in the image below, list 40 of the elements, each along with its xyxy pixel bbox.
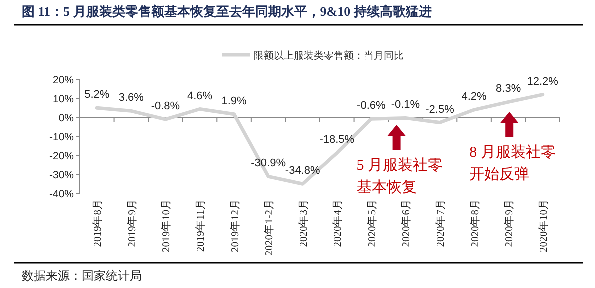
x-tick-label: 2019年9月 [126,199,138,248]
y-tick-label: 0% [58,112,74,124]
x-tick-label: 2020年3月 [298,199,310,248]
y-tick-label: -30% [49,170,74,182]
x-tick-label: 2020年4月 [332,199,344,248]
data-label: -34.8% [285,165,320,178]
data-label: 3.6% [118,92,144,104]
data-label: 8.3% [496,83,522,96]
legend-label: 限额以上服装类零售额：当月同比 [254,50,404,62]
source-note: 数据来源：国家统计局 [22,269,142,283]
y-tick-label: -10% [49,132,74,144]
y-tick-label: 10% [52,94,74,106]
data-label: 5.2% [84,89,110,102]
y-tick-label: -40% [49,188,74,200]
data-label: -2.5% [426,104,455,116]
x-tick-label: 2019年10月 [160,199,173,252]
data-label: -0.8% [151,100,180,113]
data-label: 4.6% [187,90,213,102]
x-tick-label: 2020年9月 [504,199,516,248]
x-tick-label: 2020年7月 [435,199,447,248]
x-tick-label: 2020年5月 [366,199,378,248]
x-tick-label: 2020年1-2月 [264,199,276,256]
annotation: 8 月服装社零开始反弹 [470,144,557,185]
data-label: -0.1% [391,99,420,112]
x-tick-label: 2019年8月 [92,199,104,248]
data-label: 1.9% [222,95,248,108]
data-label: -30.9% [251,158,286,170]
annotation: 5 月服装社零基本恢复 [356,156,444,198]
y-tick-label: -20% [49,150,74,162]
data-label: 4.2% [462,91,488,104]
x-tick-label: 2019年11月 [195,199,207,252]
chart-title: 图 11：5 月服装类零售额基本恢复至去年同期水平，9&10 持续高歌猛进 [22,4,432,19]
y-tick-label: 20% [52,74,74,86]
data-label: -18.5% [320,134,355,146]
data-label: 12.2% [527,76,559,88]
x-tick-label: 2020年10月 [538,199,550,252]
x-tick-label: 2020年8月 [469,199,482,248]
x-tick-label: 2019年12月 [229,199,242,252]
data-label: -0.6% [357,100,386,112]
x-tick-label: 2020年6月 [400,199,413,248]
